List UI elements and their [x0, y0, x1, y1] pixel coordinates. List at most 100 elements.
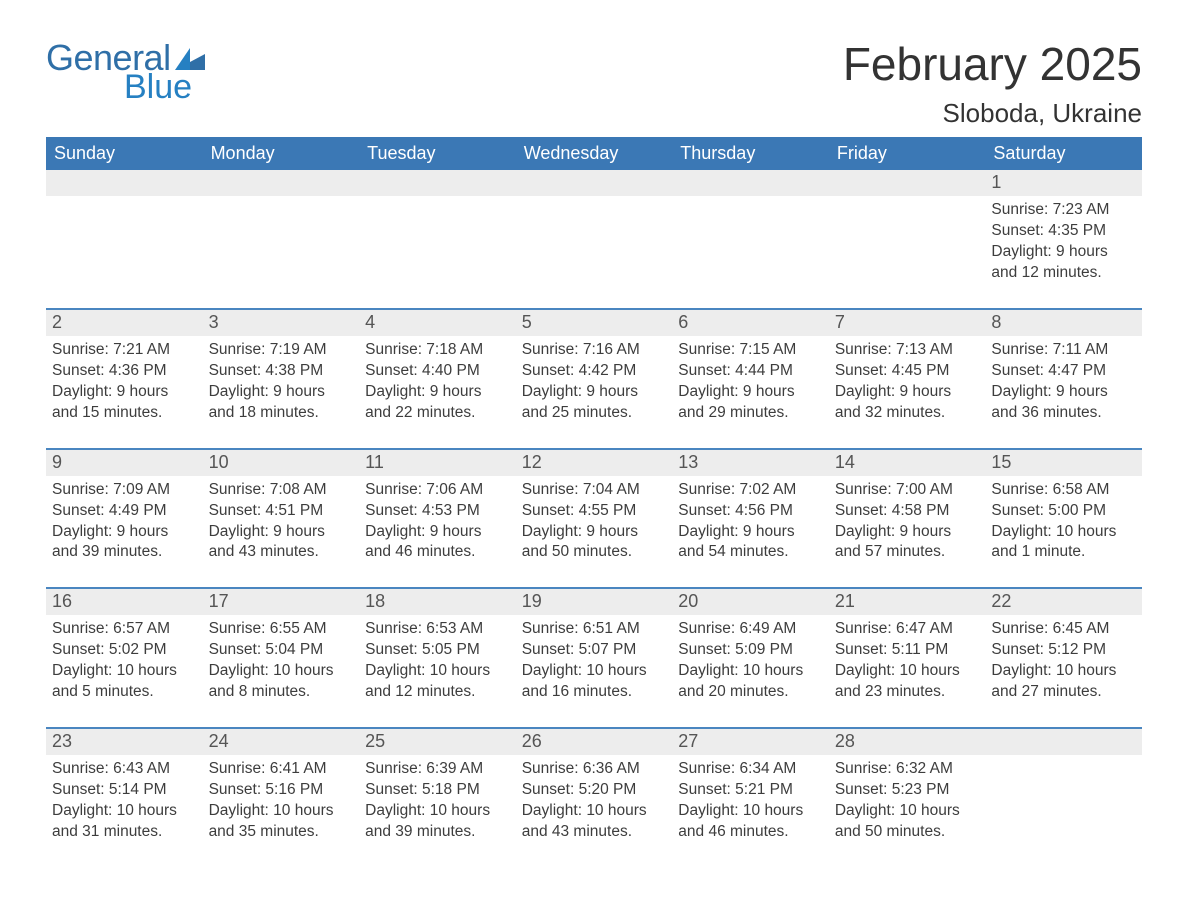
week-row: Sunrise: 6:57 AMSunset: 5:02 PMDaylight:… [46, 615, 1142, 727]
sunset-text: Sunset: 5:23 PM [835, 780, 980, 801]
weekday-header: Monday [203, 137, 360, 170]
daylight2-text: and 35 minutes. [209, 822, 354, 843]
sunset-text: Sunset: 4:40 PM [365, 361, 510, 382]
sunrise-text: Sunrise: 6:49 AM [678, 619, 823, 640]
sunrise-text: Sunrise: 6:43 AM [52, 759, 197, 780]
weekday-header-row: SundayMondayTuesdayWednesdayThursdayFrid… [46, 137, 1142, 170]
day-cell: Sunrise: 6:36 AMSunset: 5:20 PMDaylight:… [516, 755, 673, 867]
daylight2-text: and 57 minutes. [835, 542, 980, 563]
daylight2-text: and 20 minutes. [678, 682, 823, 703]
daylight1-text: Daylight: 10 hours [991, 522, 1136, 543]
day-number: 24 [203, 729, 360, 755]
daylight2-text: and 46 minutes. [365, 542, 510, 563]
sunset-text: Sunset: 5:16 PM [209, 780, 354, 801]
daylight2-text: and 12 minutes. [991, 263, 1136, 284]
day-number: 21 [829, 589, 986, 615]
day-cell: Sunrise: 6:32 AMSunset: 5:23 PMDaylight:… [829, 755, 986, 867]
day-number-row: 9101112131415 [46, 448, 1142, 476]
month-title: February 2025 [843, 40, 1142, 88]
sunset-text: Sunset: 4:56 PM [678, 501, 823, 522]
daylight1-text: Daylight: 10 hours [835, 661, 980, 682]
sunset-text: Sunset: 5:14 PM [52, 780, 197, 801]
daylight2-text: and 8 minutes. [209, 682, 354, 703]
daylight1-text: Daylight: 9 hours [522, 382, 667, 403]
daylight1-text: Daylight: 9 hours [991, 382, 1136, 403]
day-cell [672, 196, 829, 308]
daylight1-text: Daylight: 10 hours [365, 661, 510, 682]
daylight2-text: and 22 minutes. [365, 403, 510, 424]
sunrise-text: Sunrise: 6:41 AM [209, 759, 354, 780]
weekday-header: Wednesday [516, 137, 673, 170]
day-number: 3 [203, 310, 360, 336]
daylight1-text: Daylight: 9 hours [835, 522, 980, 543]
day-number [359, 170, 516, 196]
daylight2-text: and 18 minutes. [209, 403, 354, 424]
day-number-row: 16171819202122 [46, 587, 1142, 615]
day-cell: Sunrise: 7:04 AMSunset: 4:55 PMDaylight:… [516, 476, 673, 588]
logo-text-blue: Blue [124, 70, 205, 104]
sunrise-text: Sunrise: 7:04 AM [522, 480, 667, 501]
day-number-row: 232425262728 [46, 727, 1142, 755]
sunset-text: Sunset: 4:45 PM [835, 361, 980, 382]
sunrise-text: Sunrise: 7:02 AM [678, 480, 823, 501]
sunset-text: Sunset: 4:36 PM [52, 361, 197, 382]
daylight1-text: Daylight: 10 hours [209, 801, 354, 822]
day-cell: Sunrise: 7:08 AMSunset: 4:51 PMDaylight:… [203, 476, 360, 588]
sunrise-text: Sunrise: 7:11 AM [991, 340, 1136, 361]
sunset-text: Sunset: 4:55 PM [522, 501, 667, 522]
day-cell: Sunrise: 6:51 AMSunset: 5:07 PMDaylight:… [516, 615, 673, 727]
day-cell: Sunrise: 6:55 AMSunset: 5:04 PMDaylight:… [203, 615, 360, 727]
week-row: Sunrise: 7:23 AMSunset: 4:35 PMDaylight:… [46, 196, 1142, 308]
day-number: 22 [985, 589, 1142, 615]
sunset-text: Sunset: 4:51 PM [209, 501, 354, 522]
sunrise-text: Sunrise: 6:34 AM [678, 759, 823, 780]
day-number [46, 170, 203, 196]
day-number-row: 2345678 [46, 308, 1142, 336]
day-number: 10 [203, 450, 360, 476]
day-number [672, 170, 829, 196]
day-number: 14 [829, 450, 986, 476]
day-cell: Sunrise: 7:15 AMSunset: 4:44 PMDaylight:… [672, 336, 829, 448]
day-number: 2 [46, 310, 203, 336]
sunset-text: Sunset: 5:12 PM [991, 640, 1136, 661]
weekday-header: Tuesday [359, 137, 516, 170]
sunrise-text: Sunrise: 7:21 AM [52, 340, 197, 361]
day-cell: Sunrise: 7:02 AMSunset: 4:56 PMDaylight:… [672, 476, 829, 588]
day-cell [203, 196, 360, 308]
day-number: 23 [46, 729, 203, 755]
sunset-text: Sunset: 5:11 PM [835, 640, 980, 661]
day-number: 17 [203, 589, 360, 615]
week-row: Sunrise: 7:21 AMSunset: 4:36 PM Daylight:… [46, 336, 1142, 448]
day-number [829, 170, 986, 196]
day-cell: Sunrise: 6:57 AMSunset: 5:02 PMDaylight:… [46, 615, 203, 727]
daylight1-text: Daylight: 9 hours [365, 522, 510, 543]
daylight1-text: Daylight: 9 hours [522, 522, 667, 543]
day-cell: Sunrise: 6:53 AMSunset: 5:05 PMDaylight:… [359, 615, 516, 727]
daylight2-text: and 15 minutes. [52, 403, 197, 424]
logo: General Blue [46, 40, 205, 104]
daylight1-text: Daylight: 10 hours [522, 661, 667, 682]
sunset-text: Sunset: 5:07 PM [522, 640, 667, 661]
daylight1-text: Daylight: 10 hours [365, 801, 510, 822]
daylight2-text: and 36 minutes. [991, 403, 1136, 424]
daylight2-text: and 16 minutes. [522, 682, 667, 703]
day-cell: Sunrise: 7:11 AMSunset: 4:47 PMDaylight:… [985, 336, 1142, 448]
daylight1-text: Daylight: 9 hours [991, 242, 1136, 263]
daylight2-text: and 50 minutes. [522, 542, 667, 563]
weekday-header: Friday [829, 137, 986, 170]
daylight1-text: Daylight: 9 hours [678, 382, 823, 403]
day-cell: Sunrise: 6:41 AMSunset: 5:16 PMDaylight:… [203, 755, 360, 867]
day-number: 20 [672, 589, 829, 615]
day-cell: Sunrise: 6:58 AMSunset: 5:00 PMDaylight:… [985, 476, 1142, 588]
daylight1-text: Daylight: 9 hours [209, 382, 354, 403]
week-row: Sunrise: 6:43 AMSunset: 5:14 PM Daylight:… [46, 755, 1142, 867]
daylight2-text: and 54 minutes. [678, 542, 823, 563]
day-cell: Sunrise: 7:16 AMSunset: 4:42 PMDaylight:… [516, 336, 673, 448]
day-number: 1 [985, 170, 1142, 196]
weekday-header: Sunday [46, 137, 203, 170]
sunset-text: Sunset: 4:53 PM [365, 501, 510, 522]
day-number [985, 729, 1142, 755]
day-number: 18 [359, 589, 516, 615]
daylight1-text: Daylight: 10 hours [835, 801, 980, 822]
day-number: 15 [985, 450, 1142, 476]
